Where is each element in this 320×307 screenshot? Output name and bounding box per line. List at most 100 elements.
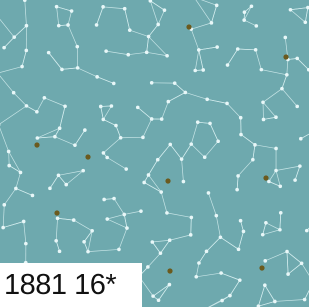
- star-dot: [300, 261, 304, 265]
- star-dot: [205, 250, 209, 254]
- star-dot: [95, 23, 99, 27]
- star-dot: [274, 147, 278, 151]
- gold-dot: [283, 54, 288, 59]
- star-dot: [274, 169, 278, 173]
- star-dot: [168, 283, 172, 287]
- star-dot: [156, 23, 160, 27]
- star-dot: [165, 211, 169, 215]
- gold-dot: [167, 268, 172, 273]
- star-dot: [242, 18, 246, 22]
- star-dot: [293, 178, 297, 182]
- star-dot: [267, 180, 271, 184]
- star-dot: [90, 229, 94, 233]
- star-dot: [117, 248, 121, 252]
- star-dot: [250, 4, 254, 8]
- star-dot: [255, 24, 259, 28]
- star-dot: [35, 110, 39, 114]
- star-dot: [303, 298, 307, 302]
- star-dot: [159, 190, 163, 194]
- star-dot: [1, 226, 5, 230]
- star-dot: [14, 187, 18, 191]
- fabric-background: [0, 0, 309, 307]
- gold-dot: [85, 154, 90, 159]
- star-dot: [122, 213, 126, 217]
- star-dot: [182, 180, 186, 184]
- star-dot: [142, 181, 146, 185]
- star-dot: [160, 117, 164, 121]
- star-dot: [215, 4, 219, 8]
- star-dot: [236, 174, 240, 178]
- star-dot: [99, 105, 103, 109]
- gold-dot: [54, 210, 59, 215]
- star-dot: [2, 203, 6, 207]
- star-dot: [43, 96, 47, 100]
- star-dot: [19, 171, 23, 175]
- star-dot: [189, 233, 193, 237]
- star-dot: [216, 139, 220, 143]
- star-dot: [189, 142, 193, 146]
- star-dot: [303, 21, 307, 25]
- star-dot: [105, 156, 109, 160]
- star-dot: [203, 155, 207, 159]
- star-dot: [102, 151, 106, 155]
- star-dot: [101, 118, 105, 122]
- star-dot: [60, 68, 64, 72]
- star-dot: [220, 299, 224, 303]
- star-dot: [285, 73, 289, 77]
- star-dot: [151, 294, 155, 298]
- star-dot: [47, 51, 51, 55]
- star-dot: [12, 35, 16, 39]
- star-dot: [196, 120, 200, 124]
- star-dot: [165, 54, 169, 58]
- star-dot: [150, 117, 154, 121]
- star-dot: [72, 218, 76, 222]
- star-dot: [243, 10, 247, 14]
- star-dot: [286, 272, 290, 276]
- star-dot: [251, 158, 255, 162]
- star-dot: [194, 275, 198, 279]
- gold-dot: [263, 175, 268, 180]
- star-dot: [264, 221, 268, 225]
- star-dot: [22, 220, 26, 224]
- star-dot: [57, 24, 61, 28]
- star-dot: [25, 104, 29, 108]
- star-dot: [76, 66, 80, 70]
- gold-dot: [165, 178, 170, 183]
- star-dot: [104, 49, 108, 53]
- page: 1881 16* (() => { const data = JSON.pars…: [0, 0, 309, 307]
- star-dot: [261, 233, 265, 237]
- star-dot: [112, 197, 116, 201]
- star-dot: [151, 240, 155, 244]
- star-dot: [147, 173, 151, 177]
- star-dot: [141, 136, 145, 140]
- star-dot: [83, 128, 87, 132]
- star-dot: [31, 194, 35, 198]
- star-dot: [48, 187, 52, 191]
- star-dot: [239, 219, 243, 223]
- star-dot: [70, 9, 74, 13]
- star-dot: [145, 51, 149, 55]
- star-dot: [112, 82, 116, 86]
- star-dot: [114, 124, 118, 128]
- star-dot: [25, 24, 29, 28]
- star-dot: [180, 157, 184, 161]
- star-dot: [139, 209, 143, 213]
- star-dot: [36, 136, 40, 140]
- star-dot: [254, 48, 258, 52]
- star-dot: [7, 164, 11, 168]
- star-dot: [239, 116, 243, 120]
- star-dot: [235, 188, 239, 192]
- star-dot: [58, 250, 62, 254]
- star-dot: [73, 143, 77, 147]
- star-dot: [168, 143, 172, 147]
- star-dot: [156, 158, 160, 162]
- star-dot: [219, 235, 223, 239]
- star-dot: [305, 229, 309, 233]
- star-dot: [81, 169, 85, 173]
- star-dot: [278, 184, 282, 188]
- star-dot: [197, 261, 201, 265]
- star-dot: [262, 118, 266, 122]
- star-dot: [128, 28, 132, 32]
- star-dot: [289, 8, 293, 12]
- star-dot: [201, 68, 205, 72]
